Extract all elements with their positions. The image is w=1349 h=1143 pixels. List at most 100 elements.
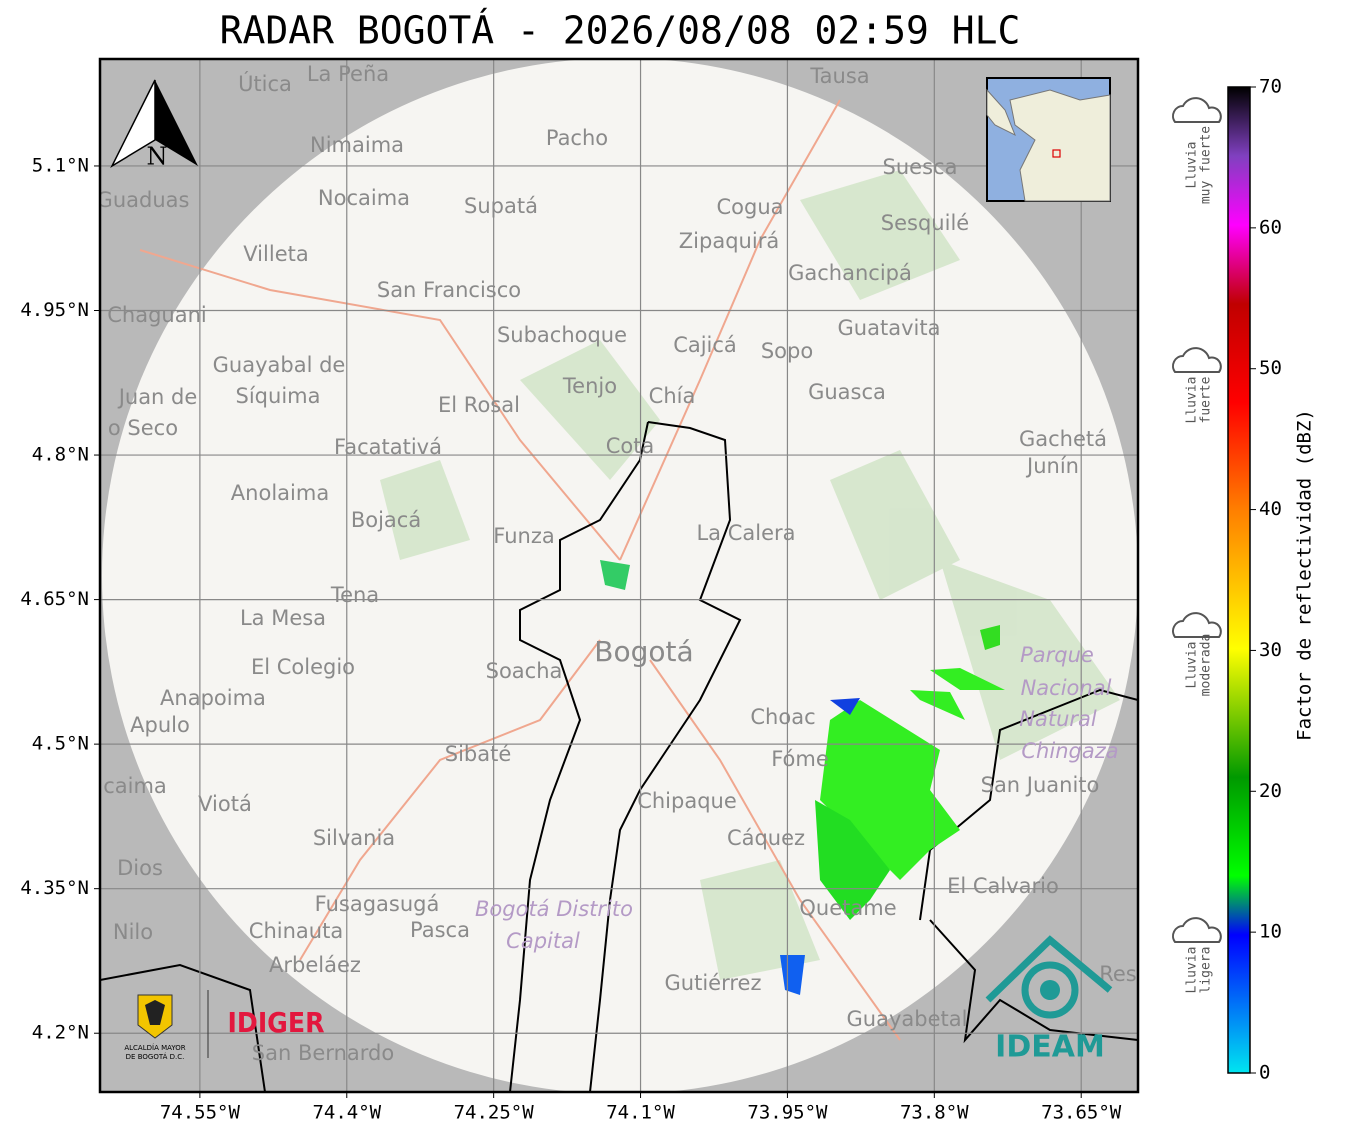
place-label: Síquima: [236, 384, 321, 408]
place-label: Tausa: [809, 64, 869, 88]
legend-item: Lluvia fuerte: [1172, 347, 1222, 424]
place-label: Capital: [506, 929, 580, 953]
logo-ideam-text: IDEAM: [995, 1030, 1105, 1065]
colorbar-tick-label: 60: [1259, 216, 1282, 238]
colorbar-ticks: 0 10 20 30 40 50 60 70: [1250, 76, 1282, 1084]
place-label: Chingaza: [1021, 739, 1118, 763]
north-label: N: [147, 143, 168, 171]
place-label: Útica: [238, 71, 292, 96]
place-label: Cáquez: [727, 826, 805, 850]
place-label: Gachancipá: [788, 261, 912, 285]
y-tick-label: 4.35°N: [20, 877, 89, 899]
place-label: Subachoque: [497, 323, 627, 347]
place-label: Silvania: [313, 826, 395, 850]
place-label: El Calvario: [947, 874, 1059, 898]
place-label: Dios: [117, 856, 163, 880]
weather-icon: [1172, 917, 1222, 943]
legend-label: muy fuerte: [1199, 126, 1214, 204]
place-label: Tena: [330, 583, 379, 607]
x-tick-label: 74.4°W: [312, 1102, 381, 1124]
axes: 74.55°W 74.4°W 74.25°W 74.1°W 73.95°W 73.8°W 7…: [20, 154, 1121, 1123]
place-label: Suesca: [883, 155, 958, 179]
x-tick-label: 73.8°W: [900, 1102, 969, 1124]
place-label: Fóme: [771, 747, 829, 771]
logo-idiger: IDIGER: [228, 1006, 325, 1039]
map-frame: [98, 57, 1140, 1094]
place-label: o Seco: [108, 416, 178, 440]
map: La Peña Útica Tausa Nimaima Pacho Suesca Guadu…: [97, 59, 1138, 1092]
y-tick-label: 4.8°N: [32, 444, 89, 466]
legend-label: Lluvia: [1185, 142, 1200, 189]
place-label: Nilo: [113, 920, 153, 944]
colorbar-tick-label: 10: [1259, 921, 1282, 943]
place-label: Supatá: [464, 194, 538, 218]
weather-icon: [1172, 347, 1222, 373]
legend-item: Lluvia muy fuerte: [1172, 97, 1222, 204]
place-label: Zipaquirá: [679, 229, 779, 253]
logo-ideam: IDEAM: [985, 935, 1113, 1065]
logo-text: DE BOGOTÁ D.C.: [126, 1052, 185, 1061]
place-label: Chía: [649, 384, 696, 408]
place-label: Soacha: [486, 659, 563, 683]
y-tick-label: 4.2°N: [32, 1022, 89, 1044]
place-label: Fusagasugá: [315, 892, 440, 916]
place-label: Villeta: [243, 242, 308, 266]
place-label: Chipaque: [637, 789, 737, 813]
colorbar-tick-label: 0: [1259, 1062, 1270, 1084]
boundaries: [100, 421, 1138, 1092]
colorbar: [1227, 86, 1251, 1074]
place-label: Bojacá: [351, 508, 421, 532]
place-label: El Rosal: [438, 393, 520, 417]
place-labels: La Peña Útica Tausa Nimaima Pacho Suesca Guadu…: [97, 62, 1137, 1065]
y-tick-label: 4.5°N: [32, 733, 89, 755]
place-label: Guatavita: [838, 316, 941, 340]
logo-text: ALCALDÍA MAYOR: [124, 1043, 185, 1052]
legend-label: moderada: [1199, 634, 1214, 697]
place-label: Viotá: [198, 792, 252, 816]
graticule: [100, 59, 1138, 1092]
weather-icon: [1172, 612, 1222, 638]
place-label: Apulo: [130, 713, 190, 737]
inset-map: [986, 77, 1111, 202]
legend-label: Lluvia: [1185, 377, 1200, 424]
place-label: La Calera: [696, 521, 795, 545]
place-label: Nocaima: [318, 186, 410, 210]
legend-label: ligera: [1199, 947, 1214, 994]
radar-echoes: [600, 560, 1005, 995]
place-label: Guasca: [808, 380, 886, 404]
colorbar-tick-label: 50: [1259, 357, 1282, 379]
place-label: Pacho: [546, 126, 608, 150]
place-label: Chaguani: [107, 303, 207, 327]
place-label: San Bernardo: [252, 1041, 394, 1065]
place-label: Junín: [1025, 454, 1079, 478]
place-label: Bogotá: [594, 635, 693, 668]
place-label: Anapoima: [160, 686, 266, 710]
weather-icon: [1172, 97, 1222, 123]
x-tick-label: 74.25°W: [454, 1102, 535, 1124]
place-label: Cajicá: [673, 333, 737, 357]
place-label: Choac: [750, 705, 815, 729]
colorbar-tick-label: 40: [1259, 498, 1282, 520]
place-label: Nimaima: [310, 133, 404, 157]
place-label: Funza: [493, 524, 554, 548]
place-label: Gachetá: [1019, 427, 1107, 451]
place-label: La Peña: [307, 62, 389, 86]
legend-item: Lluvia moderada: [1172, 612, 1222, 697]
colorbar-tick-label: 30: [1259, 639, 1282, 661]
colorbar-tick-label: 20: [1259, 780, 1282, 802]
place-label: Juan de: [117, 385, 198, 409]
place-label: Anolaima: [231, 481, 329, 505]
legend-item: Lluvia ligera: [1172, 917, 1222, 994]
legend-label: fuerte: [1199, 376, 1214, 423]
vegetation: [380, 170, 1120, 980]
place-label: Facatativá: [334, 435, 442, 459]
legend-label: Lluvia: [1185, 642, 1200, 689]
place-label: Tenjo: [562, 374, 617, 398]
y-tick-label: 5.1°N: [32, 154, 89, 176]
x-tick-label: 74.55°W: [160, 1102, 241, 1124]
place-label: San Francisco: [377, 278, 521, 302]
place-label: Guaduas: [97, 188, 190, 212]
place-label: Chinauta: [249, 919, 343, 943]
x-tick-label: 73.65°W: [1041, 1102, 1122, 1124]
